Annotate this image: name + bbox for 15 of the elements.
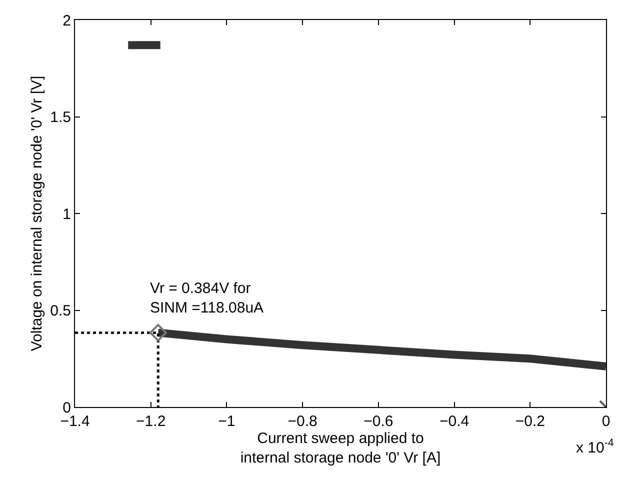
y-tick-label: 1 [62,206,71,223]
y-tick-label: 0.5 [50,302,71,320]
x-tick-label: −1 [218,413,236,430]
x-tick-label: −0.6 [364,413,394,430]
y-tick-label: 1.5 [50,109,71,126]
x-axis-title: Current sweep applied to internal storage node '0' Vr [A] [240,430,441,466]
x-tick-label: −0.8 [288,413,318,430]
x-tick-label: −1.2 [136,413,166,430]
text: x 10$^{-4}$ [576,437,614,456]
x-tick-label: 0 [602,413,610,430]
x-tick-label: −0.4 [439,413,470,430]
x-tick-label: −0.2 [515,413,545,430]
y-axis-title: Voltage on internal storage node '0' Vr [V] [28,76,46,352]
annotation: Vr = 0.384V for SINM =118.08uA [150,280,264,316]
y-tick-label: 2 [62,12,71,30]
